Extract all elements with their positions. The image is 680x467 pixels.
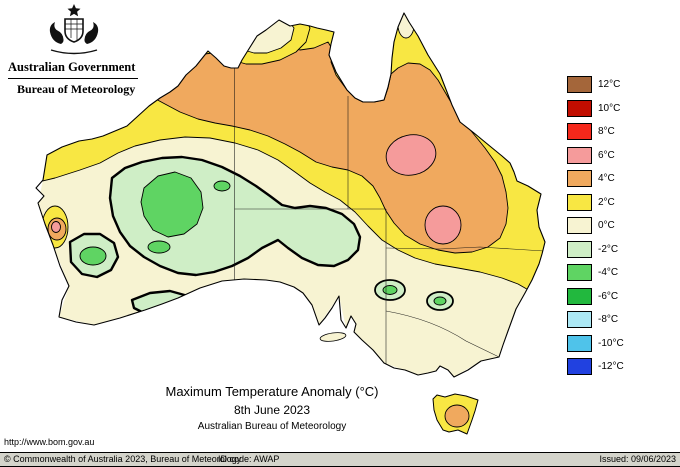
legend-row: -12°C (567, 355, 624, 379)
legend-row: 12°C (567, 73, 624, 97)
legend-swatch (567, 123, 592, 141)
legend-row: 0°C (567, 214, 624, 238)
map-title: Maximum Temperature Anomaly (°C) (165, 384, 379, 399)
legend-row: 4°C (567, 167, 624, 191)
legend-swatch (567, 146, 592, 164)
legend-label: 10°C (598, 102, 621, 114)
region-minus4-southwest (79, 246, 107, 266)
legend-swatch (567, 193, 592, 211)
legend-swatch (567, 217, 592, 235)
bureau-title: Bureau of Meteorology (17, 82, 136, 96)
tasmania-coastline (432, 393, 479, 435)
legend-row: 8°C (567, 120, 624, 144)
footer-issued: Issued: 09/06/2023 (599, 454, 676, 464)
legend-label: 12°C (598, 79, 621, 91)
legend-swatch (567, 76, 592, 94)
region-minus4-west-nsw (382, 285, 398, 295)
map-date: 8th June 2023 (233, 403, 311, 417)
header-rule (8, 78, 138, 79)
legend-swatch (567, 240, 592, 258)
region-plus6-westcoast-spot (51, 221, 61, 233)
legend-row: -6°C (567, 285, 624, 309)
australian-coat-of-arms-icon (49, 4, 99, 55)
mainland-coastline (35, 12, 546, 378)
header-block: Australian Government Bureau of Meteorol… (8, 2, 140, 97)
australia-anomaly-map (35, 12, 546, 435)
footer-id-code: ID code: AWAP (218, 454, 280, 464)
legend-row: -4°C (567, 261, 624, 285)
footer-copyright: © Commonwealth of Australia 2023, Bureau… (4, 454, 242, 464)
region-plus6-south-qld (424, 205, 462, 245)
legend-swatch (567, 170, 592, 188)
legend-label: -4°C (598, 267, 619, 279)
legend-label: 6°C (598, 149, 615, 161)
region-minus4-central-nsw (433, 296, 447, 306)
legend-swatch (567, 264, 592, 282)
legend-row: 10°C (567, 97, 624, 121)
legend-row: 2°C (567, 191, 624, 215)
legend-swatch (567, 311, 592, 329)
region-minus4-wa-small (147, 240, 171, 254)
legend-row: -8°C (567, 308, 624, 332)
legend-label: 2°C (598, 196, 615, 208)
legend-label: -12°C (598, 361, 624, 373)
map-organisation: Australian Bureau of Meteorology (197, 421, 347, 432)
legend-label: -2°C (598, 243, 619, 255)
legend-label: -6°C (598, 290, 619, 302)
region-minus4-central-wa (140, 171, 204, 238)
region-plus6-central-qld (385, 134, 437, 176)
legend-swatch (567, 334, 592, 352)
legend-label: 4°C (598, 173, 615, 185)
government-title: Australian Government (8, 60, 136, 74)
region-plus4-tasmania (444, 404, 470, 428)
temperature-legend: 12°C 10°C 8°C 6°C 4°C 2°C 0°C -2°C -4°C … (567, 73, 624, 379)
legend-row: -2°C (567, 238, 624, 262)
legend-row: -10°C (567, 332, 624, 356)
bom-url: http://www.bom.gov.au (4, 437, 95, 447)
state-borders (234, 62, 545, 366)
legend-label: -10°C (598, 337, 624, 349)
kangaroo-island (319, 332, 347, 342)
legend-swatch (567, 358, 592, 376)
legend-label: -8°C (598, 314, 619, 326)
legend-swatch (567, 287, 592, 305)
legend-row: 6°C (567, 144, 624, 168)
footer-bar: © Commonwealth of Australia 2023, Bureau… (0, 452, 680, 467)
legend-swatch (567, 99, 592, 117)
legend-label: 8°C (598, 126, 615, 138)
region-minus4-wa-east (213, 180, 231, 192)
legend-label: 0°C (598, 220, 615, 232)
map-caption: Maximum Temperature Anomaly (°C) 8th Jun… (72, 384, 472, 432)
